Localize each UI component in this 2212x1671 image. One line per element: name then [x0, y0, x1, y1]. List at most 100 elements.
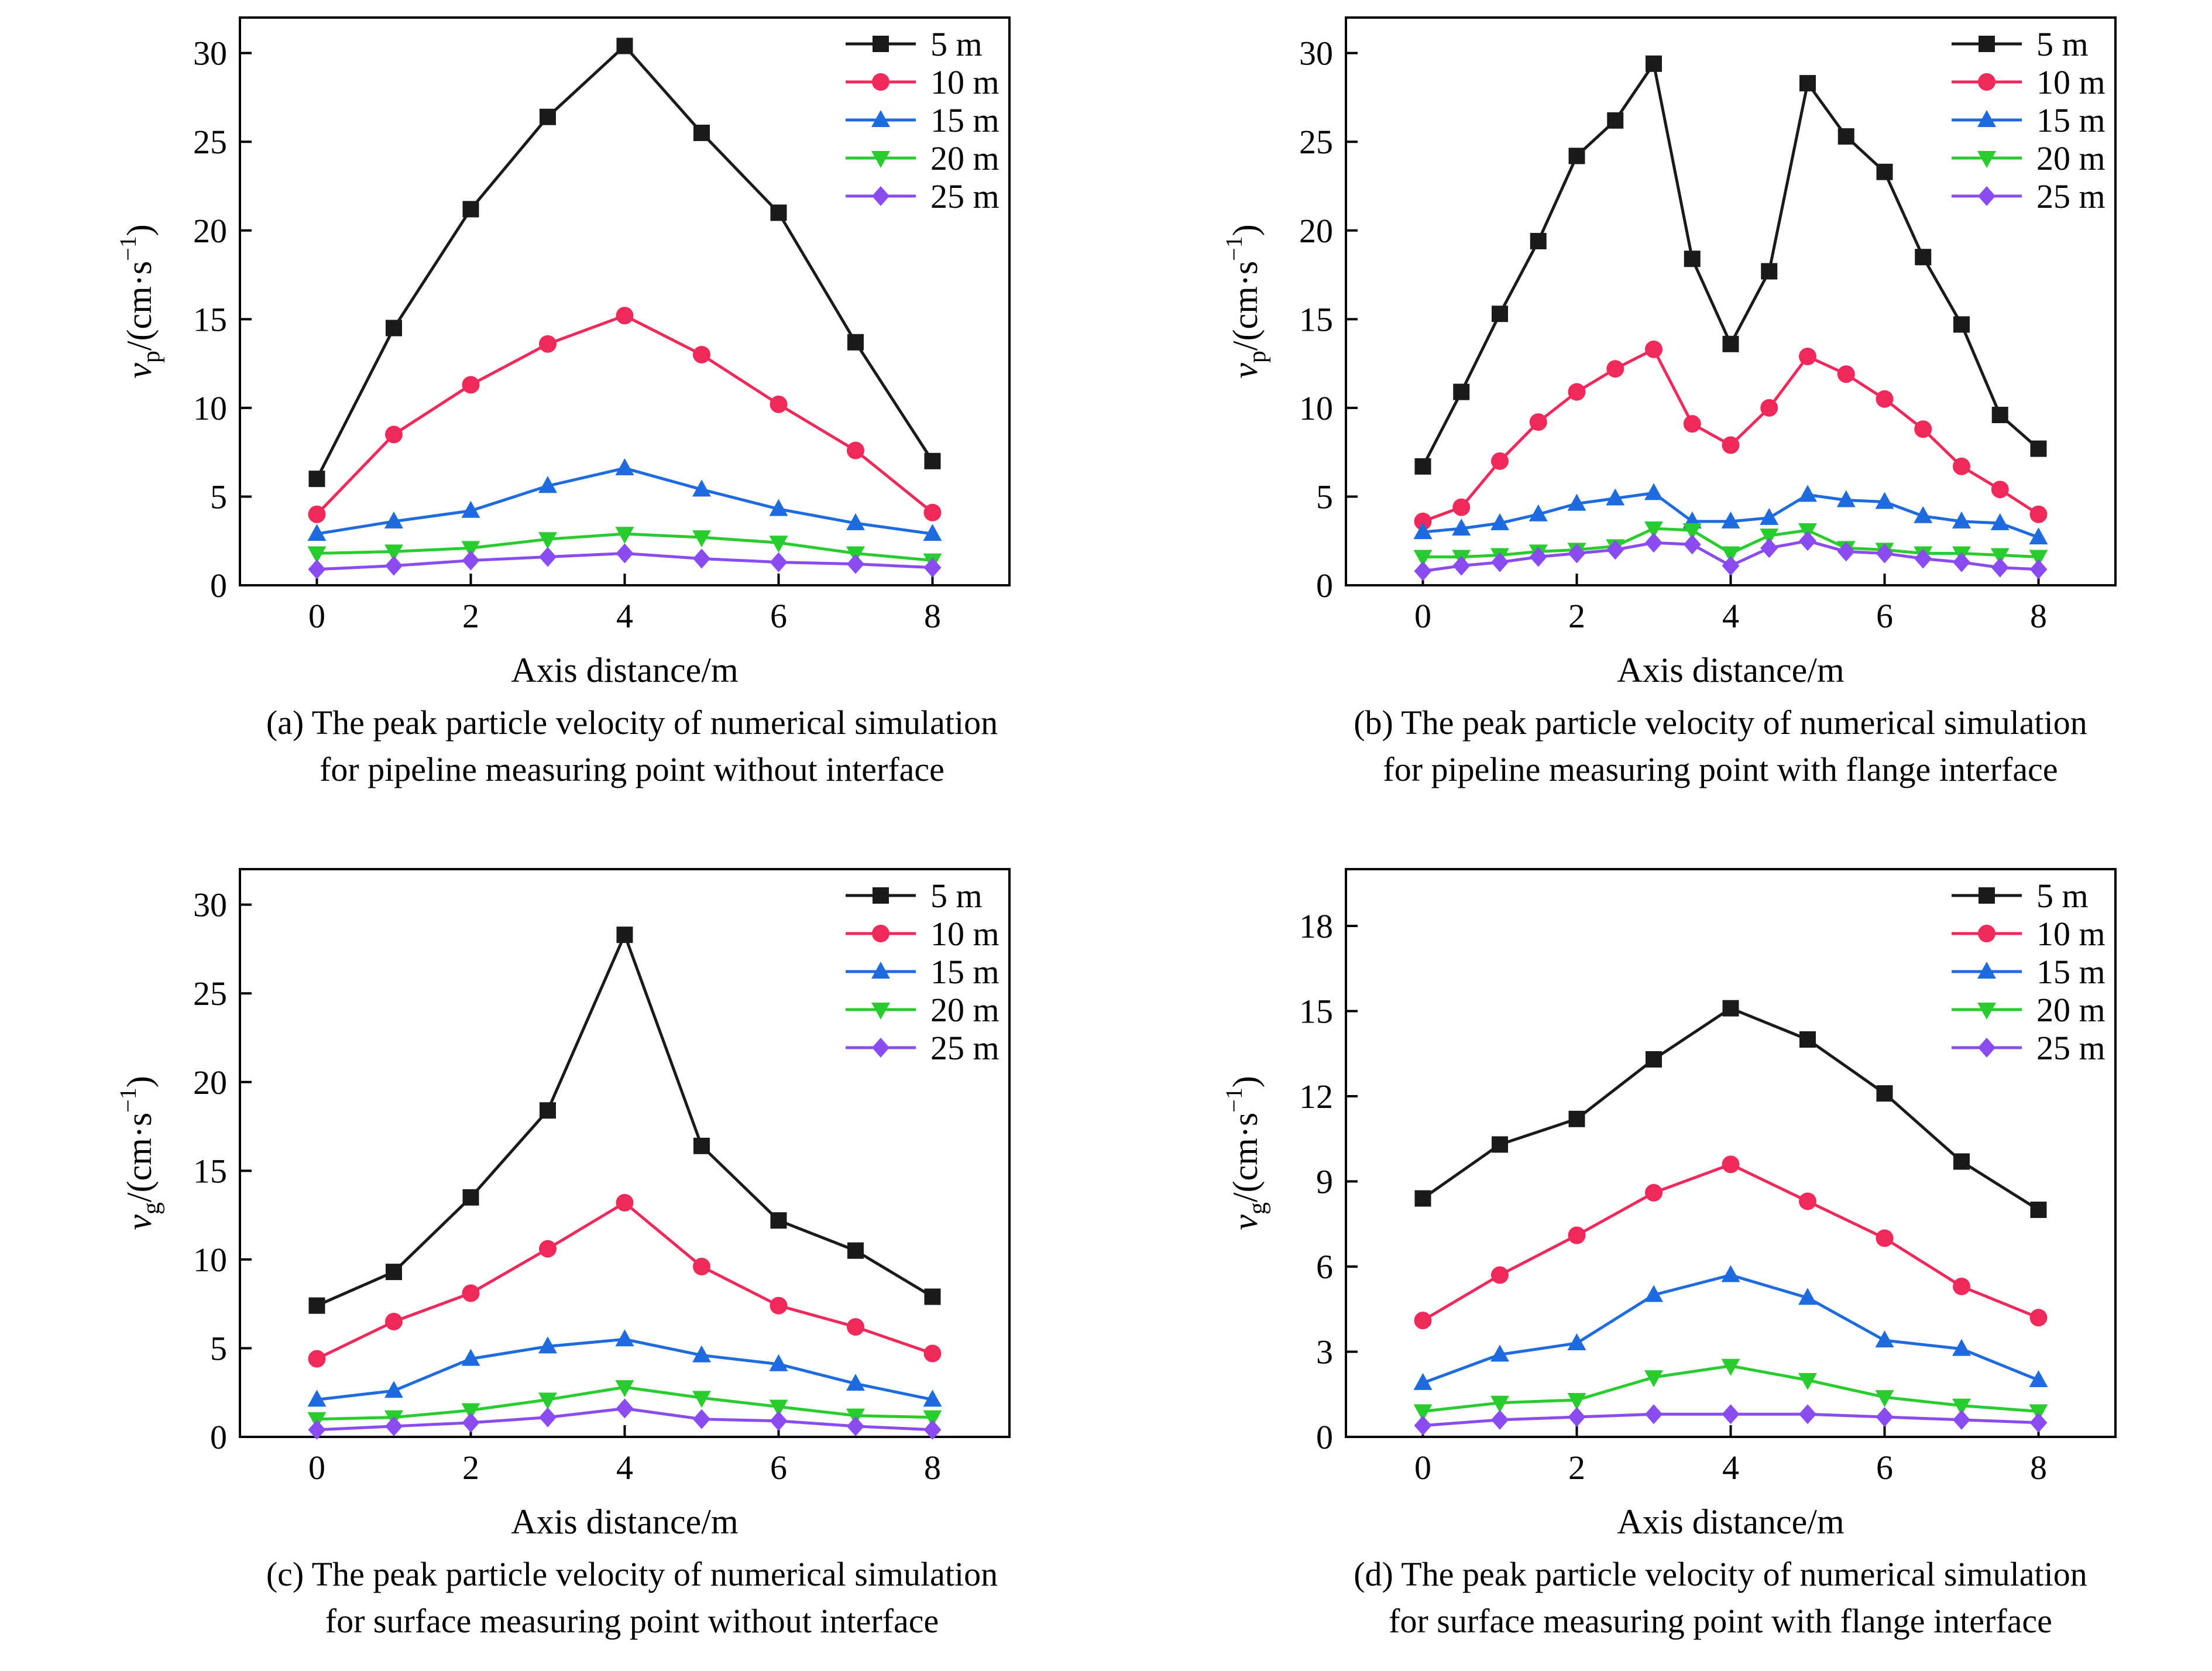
- data-point: [770, 1212, 787, 1229]
- data-point: [1682, 523, 1702, 541]
- legend-item: 10 m: [1952, 915, 2105, 953]
- caption-c: (c) The peak particle velocity of numeri…: [176, 1551, 1088, 1645]
- x-axis-label: Axis distance/m: [1617, 1502, 1844, 1541]
- data-point: [1606, 360, 1624, 378]
- data-point: [1991, 407, 2008, 423]
- data-point: [384, 544, 403, 562]
- data-point: [1413, 1373, 1433, 1390]
- data-point: [1875, 1390, 1894, 1408]
- legend-label: 15 m: [930, 101, 999, 139]
- y-axis-label-exponent: −1: [1221, 1087, 1247, 1113]
- y-axis-label-close: ): [120, 224, 159, 236]
- y-axis-label-symbol: v: [1226, 363, 1265, 379]
- data-point: [1760, 538, 1778, 558]
- data-point: [1567, 493, 1586, 511]
- data-point: [1568, 147, 1585, 164]
- data-point: [1452, 519, 1471, 536]
- y-tick-label: 20: [193, 1063, 227, 1102]
- chart-a: 0 2 4 6 8 0 5 10 15 20 25 30 Axis distance/m vp/(cm·s…: [115, 16, 1011, 689]
- data-point: [847, 1242, 864, 1259]
- legend-marker: [1977, 110, 1996, 127]
- data-point: [2029, 527, 2048, 545]
- data-point: [616, 1398, 634, 1419]
- data-point: [1991, 557, 2009, 578]
- data-point: [1722, 555, 1740, 576]
- data-point: [1414, 561, 1432, 581]
- data-point: [1646, 1051, 1662, 1068]
- data-point: [2030, 1202, 2047, 1218]
- data-point: [385, 555, 403, 576]
- x-tick-label: 4: [1722, 597, 1739, 635]
- data-point: [540, 1102, 556, 1119]
- caption-c-line2: for surface measuring point without inte…: [325, 1602, 939, 1640]
- series-20m: [307, 527, 942, 571]
- x-tick-label: 2: [462, 1449, 479, 1487]
- legend-label: 5 m: [2036, 25, 2089, 63]
- data-point: [1721, 546, 1740, 564]
- data-point: [384, 1381, 403, 1398]
- data-point: [1722, 1000, 1739, 1017]
- data-point: [693, 548, 710, 569]
- data-point: [1568, 1226, 1586, 1244]
- x-tick-label: 6: [770, 597, 787, 635]
- data-point: [692, 1345, 711, 1363]
- data-point: [1953, 1409, 1970, 1430]
- data-point: [1761, 263, 1778, 280]
- y-axis-label-close: ): [1226, 224, 1265, 236]
- data-point: [2029, 505, 2048, 523]
- data-point: [540, 108, 556, 125]
- data-point: [307, 1389, 327, 1407]
- data-point: [1490, 1395, 1509, 1413]
- legend-label: 20 m: [930, 139, 999, 177]
- data-point: [386, 320, 402, 337]
- y-tick-label: 3: [1316, 1333, 1333, 1371]
- data-point: [1452, 555, 1471, 576]
- data-point: [1876, 1085, 1893, 1102]
- data-point: [616, 37, 633, 54]
- data-point: [1684, 251, 1701, 267]
- data-point: [385, 1416, 403, 1436]
- x-tick-label: 2: [1568, 597, 1585, 635]
- y-tick-label: 0: [210, 567, 227, 605]
- data-point: [1952, 1339, 1971, 1356]
- data-point: [1530, 232, 1547, 249]
- data-point: [462, 376, 480, 394]
- data-point: [693, 1409, 710, 1429]
- y-axis-label-exponent: −1: [115, 1087, 141, 1113]
- data-point: [1683, 415, 1701, 433]
- data-point: [2030, 440, 2047, 457]
- legend-marker: [871, 1003, 890, 1020]
- series-line: [317, 466, 933, 536]
- series-10m: [308, 1193, 942, 1368]
- caption-b-line1: (b) The peak particle velocity of numeri…: [1354, 704, 2087, 742]
- legend-marker: [871, 110, 890, 127]
- data-point: [462, 550, 480, 571]
- x-tick-label: 8: [924, 1449, 941, 1487]
- data-point: [1414, 1190, 1431, 1207]
- y-tick-label: 5: [210, 1329, 227, 1367]
- legend-item: 5 m: [1952, 25, 2089, 63]
- data-point: [1413, 1404, 1433, 1422]
- data-point: [2029, 550, 2048, 567]
- data-point: [769, 499, 788, 516]
- data-point: [1953, 1277, 1970, 1295]
- series-25m: [1414, 531, 2048, 581]
- data-point: [462, 1412, 480, 1433]
- y-tick-label: 30: [193, 35, 227, 73]
- data-point: [1836, 490, 1856, 507]
- y-tick-label: 0: [1316, 1418, 1333, 1456]
- x-axis-label: Axis distance/m: [511, 1502, 738, 1541]
- legend-label: 25 m: [2036, 177, 2105, 215]
- data-point: [1491, 552, 1509, 572]
- series-25m: [308, 1398, 942, 1440]
- series-15m: [1413, 483, 2048, 545]
- data-point: [847, 1416, 864, 1436]
- legend-item: 20 m: [846, 991, 999, 1029]
- data-point: [1799, 1031, 1816, 1048]
- data-point: [692, 1391, 711, 1408]
- data-point: [308, 471, 325, 488]
- y-axis-label: vg/(cm·s−1): [1221, 1076, 1271, 1230]
- caption-d-line2: for surface measuring point with flange …: [1389, 1602, 2052, 1640]
- data-point: [1646, 55, 1662, 72]
- legend-item: 15 m: [1952, 953, 2105, 991]
